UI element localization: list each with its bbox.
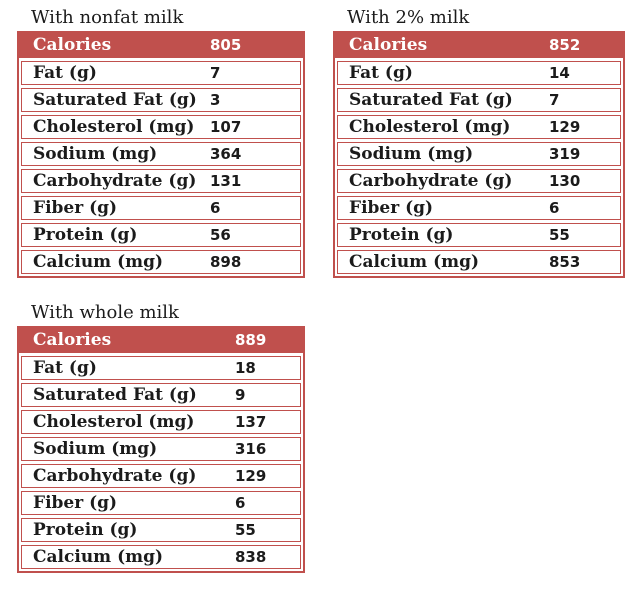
row-label: Protein (g): [33, 520, 138, 540]
table-row-protein: Protein (g) 55: [337, 223, 621, 247]
table-title-whole-milk: With whole milk: [31, 302, 179, 323]
table-row-cholesterol: Cholesterol (mg) 137: [21, 410, 301, 434]
nutrition-block-nonfat-milk: With nonfat milk Calories 805 Fat (g) 7 …: [17, 5, 305, 278]
row-value: 9: [235, 386, 246, 404]
header-label-calories: Calories: [33, 35, 112, 55]
row-label: Fat (g): [349, 63, 413, 83]
header-value-calories: 852: [549, 36, 581, 54]
row-label: Fat (g): [33, 358, 97, 378]
row-value: 316: [235, 440, 267, 458]
row-label: Calcium (mg): [33, 252, 164, 272]
table-title-nonfat-milk: With nonfat milk: [31, 7, 184, 28]
row-label: Carbohydrate (g): [33, 466, 197, 486]
table-row-saturated-fat: Saturated Fat (g) 7: [337, 88, 621, 112]
row-label: Saturated Fat (g): [33, 385, 197, 405]
row-value: 898: [210, 253, 242, 271]
nutrition-table-2pct-milk: Calories 852 Fat (g) 14 Saturated Fat (g…: [333, 31, 625, 278]
table-row-saturated-fat: Saturated Fat (g) 9: [21, 383, 301, 407]
row-label: Cholesterol (mg): [349, 117, 511, 137]
row-value: 131: [210, 172, 242, 190]
row-value: 7: [549, 91, 560, 109]
row-label: Sodium (mg): [33, 144, 158, 164]
row-label: Fiber (g): [349, 198, 434, 218]
row-label: Protein (g): [349, 225, 454, 245]
row-label: Saturated Fat (g): [33, 90, 197, 110]
row-value: 6: [210, 199, 221, 217]
row-value: 853: [549, 253, 581, 271]
table-row-calcium: Calcium (mg) 898: [21, 250, 301, 274]
row-value: 319: [549, 145, 581, 163]
nutrition-block-whole-milk: With whole milk Calories 889 Fat (g) 18 …: [17, 300, 305, 573]
row-value: 107: [210, 118, 242, 136]
table-row-saturated-fat: Saturated Fat (g) 3: [21, 88, 301, 112]
table-row-fiber: Fiber (g) 6: [21, 196, 301, 220]
table-row-sodium: Sodium (mg) 316: [21, 437, 301, 461]
table-row-carbohydrate: Carbohydrate (g) 129: [21, 464, 301, 488]
row-value: 129: [235, 467, 267, 485]
table-row-carbohydrate: Carbohydrate (g) 130: [337, 169, 621, 193]
table-header-row: Calories 852: [335, 33, 623, 58]
table-header-row: Calories 805: [19, 33, 303, 58]
row-value: 55: [549, 226, 570, 244]
row-label: Calcium (mg): [33, 547, 164, 567]
row-label: Fiber (g): [33, 198, 118, 218]
header-value-calories: 889: [235, 331, 267, 349]
row-label: Sodium (mg): [349, 144, 474, 164]
table-row-calcium: Calcium (mg) 838: [21, 545, 301, 569]
row-value: 838: [235, 548, 267, 566]
table-row-sodium: Sodium (mg) 364: [21, 142, 301, 166]
header-label-calories: Calories: [349, 35, 428, 55]
row-label: Carbohydrate (g): [349, 171, 513, 191]
row-label: Fat (g): [33, 63, 97, 83]
row-label: Protein (g): [33, 225, 138, 245]
table-row-cholesterol: Cholesterol (mg) 129: [337, 115, 621, 139]
row-label: Saturated Fat (g): [349, 90, 513, 110]
nutrition-block-2pct-milk: With 2% milk Calories 852 Fat (g) 14 Sat…: [333, 5, 625, 278]
table-row-protein: Protein (g) 55: [21, 518, 301, 542]
row-label: Calcium (mg): [349, 252, 480, 272]
row-value: 6: [235, 494, 246, 512]
row-value: 130: [549, 172, 581, 190]
row-value: 3: [210, 91, 221, 109]
table-row-fat: Fat (g) 18: [21, 356, 301, 380]
row-value: 14: [549, 64, 570, 82]
table-row-cholesterol: Cholesterol (mg) 107: [21, 115, 301, 139]
row-value: 56: [210, 226, 231, 244]
nutrition-table-nonfat-milk: Calories 805 Fat (g) 7 Saturated Fat (g)…: [17, 31, 305, 278]
row-label: Carbohydrate (g): [33, 171, 197, 191]
table-row-fat: Fat (g) 7: [21, 61, 301, 85]
table-row-fat: Fat (g) 14: [337, 61, 621, 85]
row-label: Fiber (g): [33, 493, 118, 513]
table-row-carbohydrate: Carbohydrate (g) 131: [21, 169, 301, 193]
row-value: 7: [210, 64, 221, 82]
row-value: 129: [549, 118, 581, 136]
header-value-calories: 805: [210, 36, 242, 54]
table-row-fiber: Fiber (g) 6: [337, 196, 621, 220]
row-value: 6: [549, 199, 560, 217]
row-label: Cholesterol (mg): [33, 117, 195, 137]
table-row-fiber: Fiber (g) 6: [21, 491, 301, 515]
table-row-protein: Protein (g) 56: [21, 223, 301, 247]
nutrition-table-whole-milk: Calories 889 Fat (g) 18 Saturated Fat (g…: [17, 326, 305, 573]
row-label: Sodium (mg): [33, 439, 158, 459]
row-label: Cholesterol (mg): [33, 412, 195, 432]
table-row-calcium: Calcium (mg) 853: [337, 250, 621, 274]
row-value: 18: [235, 359, 256, 377]
header-label-calories: Calories: [33, 330, 112, 350]
row-value: 55: [235, 521, 256, 539]
row-value: 364: [210, 145, 242, 163]
table-header-row: Calories 889: [19, 328, 303, 353]
row-value: 137: [235, 413, 267, 431]
table-row-sodium: Sodium (mg) 319: [337, 142, 621, 166]
table-title-2pct-milk: With 2% milk: [347, 7, 470, 28]
